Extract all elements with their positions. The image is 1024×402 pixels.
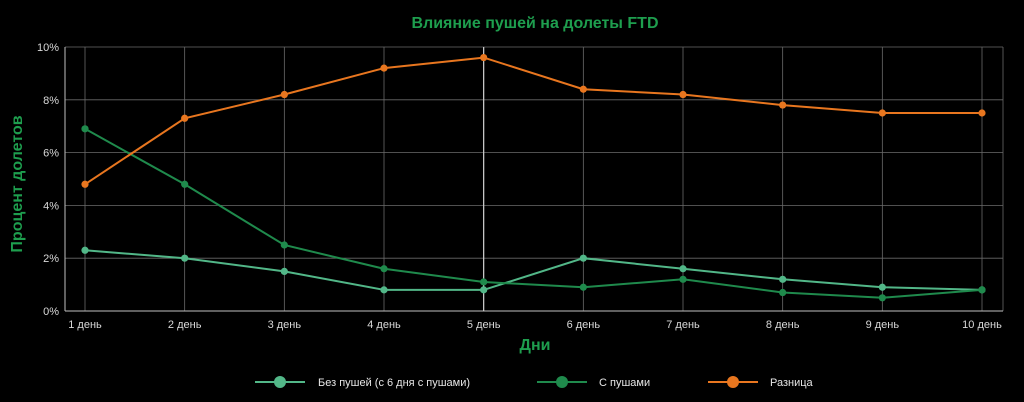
series-line: [84, 249, 983, 291]
x-tick-label: 3 день: [268, 319, 302, 331]
data-point: [978, 109, 986, 117]
series-2: [81, 125, 986, 302]
series-1: [81, 246, 986, 294]
legend-swatch-marker: [556, 376, 568, 388]
chart-title: Влияние пушей на долеты FTD: [411, 15, 658, 32]
legend-item-2: С пушами: [537, 376, 650, 389]
data-point: [380, 64, 388, 72]
data-point: [380, 265, 388, 273]
x-tick-label: 9 день: [866, 319, 900, 331]
y-tick-label: 4%: [43, 200, 59, 212]
data-point: [380, 286, 388, 294]
x-tick-label: 6 день: [567, 319, 601, 331]
data-point: [679, 275, 687, 283]
data-point: [579, 283, 587, 291]
y-axis-title: Процент долетов: [9, 115, 26, 252]
data-point: [81, 180, 89, 188]
series-line: [84, 56, 982, 186]
x-tick-label: 2 день: [168, 319, 202, 331]
y-tick-label: 8%: [43, 95, 59, 107]
y-tick-label: 2%: [43, 253, 59, 265]
legend-swatch-marker: [274, 376, 286, 388]
y-axis-ticks: 0% 2% 4% 6% 8% 10%: [37, 42, 59, 318]
legend-label: Без пушей (с 6 дня с пушами): [318, 377, 470, 389]
x-tick-label: 7 день: [666, 319, 700, 331]
data-point: [779, 101, 787, 109]
series-line: [84, 127, 983, 299]
data-point: [579, 85, 587, 93]
legend-label: Разница: [770, 377, 814, 389]
x-axis-title: Дни: [520, 337, 551, 354]
data-point: [878, 283, 886, 291]
data-point: [280, 90, 288, 99]
data-point: [679, 265, 687, 273]
y-tick-label: 6%: [43, 148, 59, 160]
legend: Без пушей (с 6 дня с пушами) С пушами Разн…: [255, 376, 814, 389]
data-point: [480, 53, 488, 62]
data-point: [878, 294, 886, 302]
data-point: [181, 254, 189, 262]
x-tick-label: 1 день: [68, 319, 102, 331]
x-tick-label: 5 день: [467, 319, 501, 331]
data-point: [779, 275, 787, 283]
data-point: [978, 286, 986, 294]
x-tick-label: 10 день: [962, 319, 1002, 331]
data-point: [878, 109, 886, 117]
y-tick-label: 10%: [37, 42, 59, 54]
data-point: [779, 288, 787, 297]
legend-item-3: Разница: [708, 376, 814, 389]
series-group: [81, 53, 986, 302]
x-tick-label: 8 день: [766, 319, 800, 331]
data-point: [280, 267, 288, 275]
data-point: [81, 246, 89, 254]
x-axis-ticks: 1 день 2 день 3 день 4 день 5 день 6 день 7 де…: [68, 319, 1002, 331]
legend-label: С пушами: [599, 377, 650, 389]
series-3: [81, 53, 986, 188]
legend-swatch-marker: [727, 376, 739, 388]
data-point: [81, 125, 89, 133]
data-point: [480, 286, 488, 294]
data-point: [181, 114, 189, 122]
y-tick-label: 0%: [43, 306, 59, 318]
x-tick-label: 4 день: [367, 319, 401, 331]
data-point: [280, 241, 288, 249]
data-point: [181, 180, 189, 188]
data-point: [579, 254, 587, 262]
data-point: [679, 90, 687, 99]
legend-item-1: Без пушей (с 6 дня с пушами): [255, 376, 470, 389]
data-point: [480, 278, 488, 286]
grid: [64, 46, 1004, 312]
